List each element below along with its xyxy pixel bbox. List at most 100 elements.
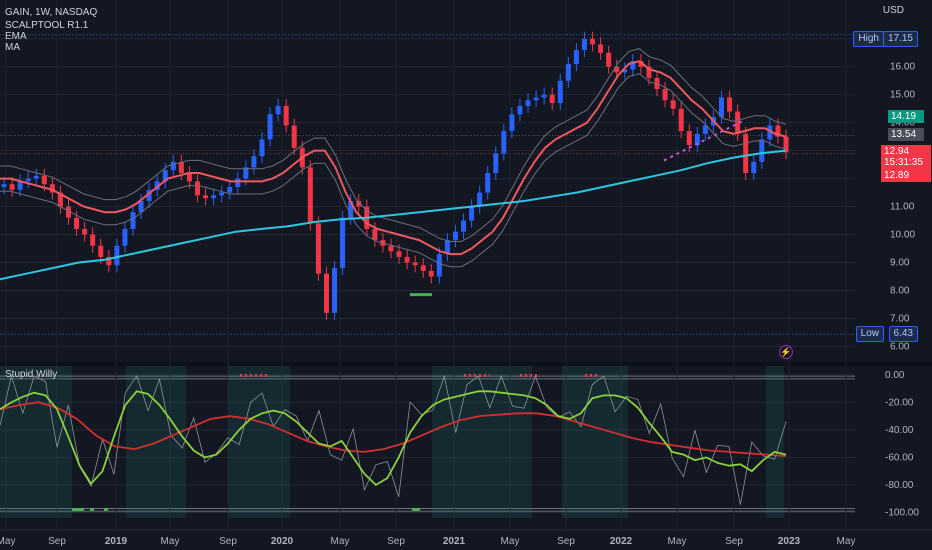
- candle-body: [82, 228, 88, 235]
- candle-body: [686, 131, 692, 146]
- time-tick-label: Sep: [219, 536, 237, 547]
- candle-body: [646, 66, 652, 78]
- indicator-lines: [0, 48, 787, 297]
- candle-body: [275, 105, 281, 115]
- willy-tick-label: -40.00: [885, 425, 914, 436]
- candle-body: [227, 187, 233, 193]
- candle-body: [444, 240, 450, 255]
- candle-body: [57, 192, 63, 207]
- candle-body: [65, 206, 71, 218]
- candle-body: [670, 100, 676, 109]
- low-marker-value: 6.43: [888, 326, 918, 342]
- candle-body: [638, 61, 644, 67]
- candle-body: [33, 175, 39, 179]
- price-tick-label: 6.00: [890, 341, 910, 352]
- candle-body: [735, 111, 741, 134]
- candle-body: [1, 184, 7, 187]
- candle-body: [388, 245, 394, 252]
- candle-body: [501, 131, 507, 154]
- high-marker-label: High: [853, 31, 884, 47]
- willy-raw-line: [0, 374, 787, 505]
- candle-body: [178, 161, 184, 174]
- candle-body: [436, 254, 442, 277]
- candle-body: [581, 38, 587, 50]
- candle-body: [291, 125, 297, 148]
- candle-body: [194, 181, 200, 196]
- signal-zone: [562, 366, 628, 518]
- candle-body: [509, 114, 515, 132]
- candle-body: [138, 200, 144, 213]
- candle-body: [598, 44, 604, 53]
- candle-body: [211, 195, 217, 199]
- time-tick-label: May: [331, 536, 350, 547]
- price-tick-label: 11.00: [890, 202, 915, 213]
- time-tick-label: Sep: [557, 536, 575, 547]
- candle-body: [259, 139, 265, 157]
- current-price: 12.94: [884, 146, 910, 157]
- candle-body: [590, 38, 596, 45]
- bar-countdown: 15:31:35: [884, 157, 923, 168]
- willy-tick-label: -20.00: [885, 397, 914, 408]
- candle-body: [372, 228, 378, 241]
- candle-body: [525, 100, 531, 106]
- candle-body: [412, 262, 418, 266]
- price-axis[interactable]: 6.007.008.009.0010.0011.0012.0013.0014.0…: [885, 34, 919, 519]
- signal-zone: [766, 366, 784, 518]
- candle-body: [267, 114, 273, 140]
- time-axis[interactable]: May Sep 2019 May Sep 2020 May Sep 2021 May Sep 2022…: [0, 536, 855, 547]
- time-tick-label: 2022: [610, 536, 633, 547]
- time-tick-label: May: [161, 536, 180, 547]
- candle-body: [106, 256, 112, 266]
- candle-body: [203, 195, 209, 199]
- price-tick-label: 16.00: [890, 62, 915, 73]
- candle-body: [90, 234, 96, 246]
- signal-zone: [0, 366, 72, 518]
- candle-body: [549, 94, 555, 104]
- candle-body: [25, 178, 31, 182]
- candle-body: [428, 270, 434, 277]
- candle-body: [114, 245, 120, 266]
- candle-body: [557, 80, 563, 104]
- candle-body: [719, 97, 725, 118]
- willy-tick-label: -80.00: [885, 480, 914, 491]
- symbol-title[interactable]: GAIN, 1W, NASDAQ: [5, 7, 98, 18]
- lightning-icon[interactable]: ⚡: [779, 345, 793, 359]
- candle-body: [323, 273, 329, 313]
- ema-lower-band: [0, 73, 787, 268]
- signal-zone: [228, 366, 290, 518]
- indicator-ema[interactable]: EMA: [5, 31, 27, 42]
- indicator-ma[interactable]: MA: [5, 42, 20, 53]
- candle-body: [9, 184, 15, 190]
- time-tick-label: May: [501, 536, 520, 547]
- candle-body: [348, 200, 354, 218]
- candle-body: [315, 223, 321, 274]
- candle-body: [485, 173, 491, 193]
- candle-body: [541, 94, 547, 98]
- grid: [0, 0, 932, 531]
- candle-body: [49, 184, 55, 193]
- candle-body: [469, 206, 475, 221]
- lower-pane-lines: [0, 373, 787, 512]
- candle-body: [759, 139, 765, 162]
- ema-upper-band: [0, 48, 787, 242]
- candle-body: [307, 167, 313, 224]
- candle-body: [283, 105, 289, 126]
- indicator-scalptool[interactable]: SCALPTOOL R1.1: [5, 20, 89, 31]
- candle-body: [243, 167, 249, 179]
- price-tick-label: 9.00: [890, 258, 910, 269]
- candle-body: [614, 66, 620, 73]
- candle-body: [751, 161, 757, 174]
- willy-tick-label: -100.00: [885, 507, 919, 518]
- lower-pane-title[interactable]: Stupid Willy: [5, 369, 58, 380]
- candle-body: [130, 212, 136, 229]
- candle-body: [517, 105, 523, 115]
- candle-body: [694, 133, 700, 146]
- candle-body: [219, 192, 225, 196]
- current-price-tag: 12.94 15:31:35: [881, 145, 931, 169]
- candle-body: [41, 175, 47, 185]
- candle-body: [622, 69, 628, 73]
- candle-body: [678, 108, 684, 132]
- candle-body: [146, 189, 152, 201]
- price-tick-label: 15.00: [890, 90, 915, 101]
